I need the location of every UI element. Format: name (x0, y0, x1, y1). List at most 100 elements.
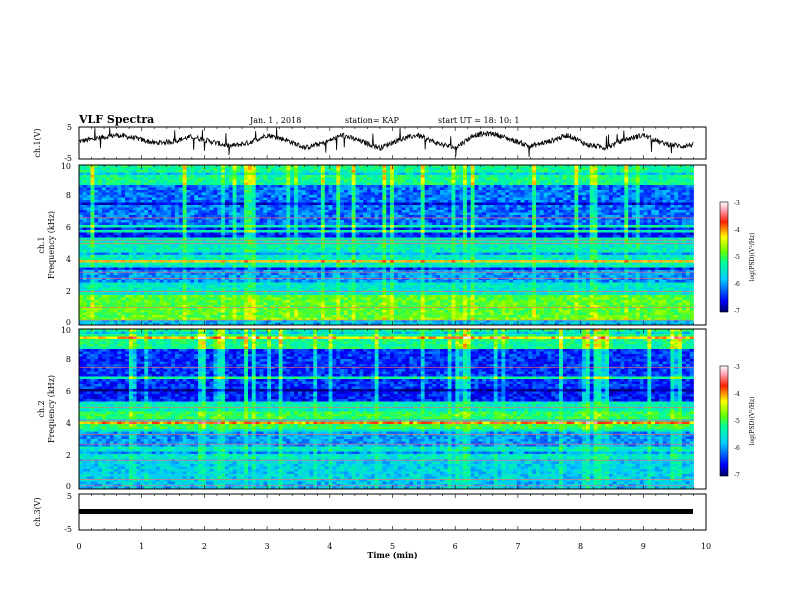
spectrogram-cell (379, 205, 383, 208)
spectrogram-cell (309, 198, 313, 201)
spectrogram-cell (663, 183, 667, 186)
spectrogram-cell (348, 230, 352, 233)
spectrogram-cell (340, 233, 344, 236)
spectrogram-cell (332, 198, 336, 201)
spectrogram-cell (613, 200, 617, 203)
spectrogram-cell (275, 235, 279, 238)
spectrogram-cell (306, 225, 310, 228)
spectrogram-cell (413, 225, 417, 228)
spectrogram-cell (571, 213, 575, 216)
spectrogram-cell (148, 193, 152, 196)
spectrogram-cell (290, 190, 294, 193)
spectrogram-cell (198, 220, 202, 223)
spectrogram-cell (298, 220, 302, 223)
spectrogram-cell (632, 233, 636, 236)
spectrogram-cell (102, 233, 106, 236)
spectrogram-cell (417, 170, 421, 173)
spectrogram-cell (202, 223, 206, 226)
spectrogram-cell (317, 198, 321, 201)
spectrogram-cell (544, 175, 548, 178)
spectrogram-cell (156, 185, 160, 188)
spectrogram-cell (140, 170, 144, 173)
spectrogram-cell (513, 178, 517, 181)
spectrogram-cell (463, 223, 467, 226)
spectrogram-cell (117, 183, 121, 186)
spectrogram-cell (494, 175, 498, 178)
spectrogram-cell (87, 228, 91, 231)
spectrogram-cell (379, 200, 383, 203)
spectrogram-cell (190, 225, 194, 228)
spectrogram-cell (467, 205, 471, 208)
spectrogram-cell (352, 213, 356, 216)
spectrogram-cell (213, 230, 217, 233)
spectrogram-cell (444, 175, 448, 178)
spectrogram-cell (198, 198, 202, 201)
spectrogram-cell (125, 168, 129, 171)
spectrogram-cell (670, 220, 674, 223)
spectrogram-cell (432, 173, 436, 176)
spectrogram-cell (609, 210, 613, 213)
spectrogram-cell (563, 230, 567, 233)
spectrogram-cell (505, 190, 509, 193)
spectrogram-cell (590, 205, 594, 208)
spectrogram-cell (275, 170, 279, 173)
spectrogram-cell (394, 175, 398, 178)
spectrogram-cell (359, 230, 363, 233)
spectrogram-cell (486, 195, 490, 198)
spectrogram-cell (567, 190, 571, 193)
spectrogram-cell (597, 193, 601, 196)
spectrogram-cell (152, 230, 156, 233)
spectrogram-cell (236, 220, 240, 223)
spectrogram-cell (647, 168, 651, 171)
spectrogram-cell (217, 195, 221, 198)
spectrogram-cell (482, 235, 486, 238)
spectrogram-cell (509, 185, 513, 188)
spectrogram-cell (452, 170, 456, 173)
spectrogram-cell (321, 175, 325, 178)
spectrogram-cell (421, 168, 425, 171)
spectrogram-cell (79, 170, 83, 173)
spectrogram-cell (636, 193, 640, 196)
spectrogram-cell (571, 183, 575, 186)
header-station: station= KAP (345, 116, 400, 125)
spectrogram-cell (306, 175, 310, 178)
spectrogram-cell (440, 210, 444, 213)
spectrogram-cell (206, 168, 210, 171)
spectrogram-cell (567, 168, 571, 171)
spectrogram-cell (213, 198, 217, 201)
spectrogram-cell (148, 168, 152, 171)
spectrogram-cell (513, 203, 517, 206)
spectrogram-cell (283, 230, 287, 233)
spectrogram-cell (620, 183, 624, 186)
spectrogram-cell (240, 208, 244, 211)
spectrogram-cell (678, 188, 682, 191)
spectrogram-cell (263, 195, 267, 198)
spectrogram-cell (398, 188, 402, 191)
spectrogram-cell (382, 188, 386, 191)
spectrogram-cell (574, 230, 578, 233)
spectrogram-cell (551, 195, 555, 198)
spectrogram-cell (559, 178, 563, 181)
spectrogram-cell (670, 170, 674, 173)
spectrogram-cell (402, 233, 406, 236)
spectrogram-cell (275, 210, 279, 213)
spectrogram-cell (144, 180, 148, 183)
spectrogram-cell (594, 183, 598, 186)
spectrogram-cell (298, 228, 302, 231)
spectrogram-cell (644, 223, 648, 226)
spectrogram-cell (167, 203, 171, 206)
spectrogram-cell (659, 168, 663, 171)
spectrogram-cell (309, 173, 313, 176)
spectrogram-cell (248, 183, 252, 186)
spectrogram-cell (267, 205, 271, 208)
spectrogram-cell (87, 235, 91, 238)
spectrogram-cell (210, 210, 214, 213)
spectrogram-cell (663, 205, 667, 208)
spectrogram-cell (555, 198, 559, 201)
spectrogram-cell (221, 203, 225, 206)
spectrogram-cell (306, 195, 310, 198)
spectrogram-cell (298, 200, 302, 203)
spectrogram-cell (79, 235, 83, 238)
spectrogram-cell (260, 233, 264, 236)
spectrogram-cell (486, 185, 490, 188)
